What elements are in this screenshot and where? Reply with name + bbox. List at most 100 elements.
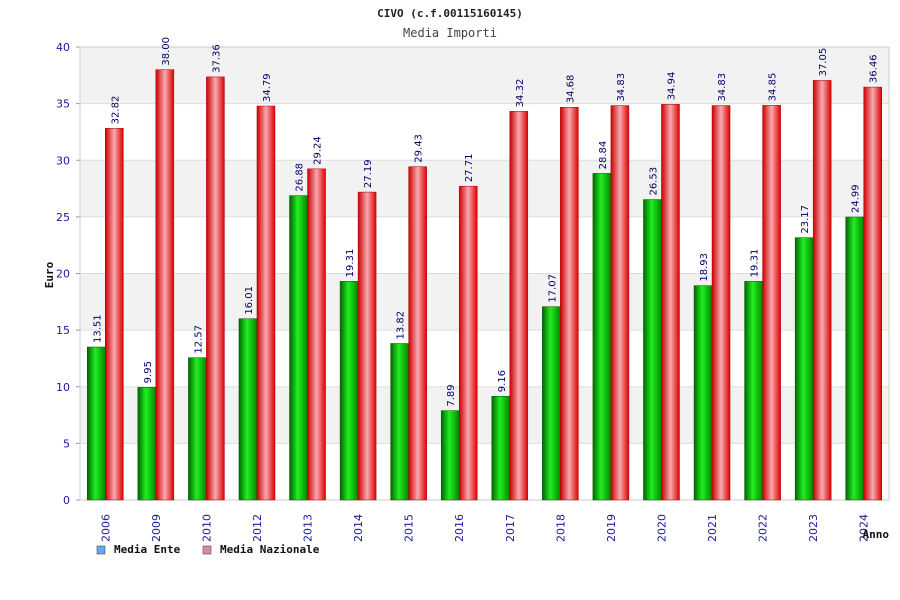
bar-media-ente-2006 <box>87 346 106 501</box>
data-label-media-ente-2023: 23.17 <box>800 205 811 234</box>
x-tick-label-2021: 2021 <box>706 514 719 542</box>
data-label-media-nazionale-2012: 34.79 <box>262 73 273 102</box>
bar-media-ente-2021 <box>693 285 713 501</box>
bar-media-nazionale-2021 <box>711 105 731 501</box>
bar-media-ente-2017 <box>491 396 511 501</box>
bar-media-ente-2020 <box>643 199 662 501</box>
bar-media-ente-2010 <box>188 357 207 501</box>
plot-border <box>79 46 890 501</box>
data-label-media-ente-2017: 9.16 <box>497 370 508 392</box>
legend: Media Ente Media Nazionale <box>96 543 320 556</box>
legend-label-media-ente: Media Ente <box>114 543 181 556</box>
data-label-media-ente-2012: 16.01 <box>244 286 255 315</box>
data-label-media-ente-2015: 13.82 <box>396 311 407 340</box>
y-tick-label: 40 <box>56 41 70 54</box>
bar-media-nazionale-2024 <box>863 86 882 501</box>
bar-media-ente-2013 <box>289 195 308 501</box>
data-label-media-ente-2013: 26.88 <box>295 163 306 192</box>
data-label-media-nazionale-2024: 36.46 <box>869 54 880 83</box>
bar-media-nazionale-2014 <box>357 191 377 501</box>
chart-title: CIVO (c.f.00115160145) <box>377 7 523 20</box>
bar-media-nazionale-2017 <box>509 111 529 501</box>
x-tick-label-2010: 2010 <box>200 514 213 542</box>
bar-media-nazionale-2010 <box>206 76 225 501</box>
bar-media-nazionale-2016 <box>458 185 478 501</box>
data-label-media-ente-2009: 9.95 <box>143 361 154 383</box>
bar-media-nazionale-2015 <box>408 166 427 501</box>
chart-subtitle: Media Importi <box>403 26 497 40</box>
data-label-media-ente-2019: 28.84 <box>598 141 609 170</box>
data-label-media-nazionale-2023: 37.05 <box>818 48 829 77</box>
data-label-media-ente-2018: 17.07 <box>547 274 558 303</box>
data-label-media-nazionale-2017: 34.32 <box>515 79 526 108</box>
x-tick-label-2020: 2020 <box>655 514 668 542</box>
bar-media-nazionale-2009 <box>155 69 175 501</box>
bar-media-ente-2016 <box>440 410 460 501</box>
x-tick-label-2019: 2019 <box>605 514 618 542</box>
data-label-media-ente-2014: 19.31 <box>345 249 356 278</box>
bar-media-ente-2015 <box>390 343 409 501</box>
data-label-media-nazionale-2019: 34.83 <box>616 73 627 102</box>
bar-media-ente-2012 <box>238 318 258 501</box>
data-label-media-nazionale-2018: 34.68 <box>565 75 576 104</box>
bar-media-nazionale-2012 <box>256 105 276 501</box>
y-tick-label: 25 <box>56 211 70 224</box>
data-label-media-ente-2022: 19.31 <box>750 249 761 278</box>
bar-media-nazionale-2013 <box>307 168 326 501</box>
data-label-media-nazionale-2015: 29.43 <box>414 134 425 163</box>
x-tick-label-2015: 2015 <box>403 514 416 542</box>
legend-label-media-nazionale: Media Nazionale <box>220 543 320 556</box>
x-tick-label-2014: 2014 <box>352 514 365 542</box>
y-tick-label: 35 <box>56 98 70 111</box>
bar-media-ente-2014 <box>339 281 359 501</box>
data-label-media-nazionale-2009: 38.00 <box>161 37 172 66</box>
bar-media-ente-2023 <box>794 237 814 501</box>
x-tick-label-2012: 2012 <box>251 514 264 542</box>
y-axis-label: Euro <box>43 261 56 288</box>
data-label-media-nazionale-2016: 27.71 <box>464 154 475 183</box>
bar-media-nazionale-2022 <box>762 105 781 501</box>
data-label-media-ente-2010: 12.57 <box>193 325 204 354</box>
x-tick-label-2016: 2016 <box>453 514 466 542</box>
legend-swatch-media-ente <box>96 545 106 555</box>
data-label-media-ente-2006: 13.51 <box>92 314 103 343</box>
plot-area: 0 5 10 15 20 25 30 35 40 13.51 32.82 2006 9.95 38.00 2… <box>56 37 890 542</box>
data-label-media-nazionale-2021: 34.83 <box>717 73 728 102</box>
data-label-media-ente-2021: 18.93 <box>699 253 710 282</box>
bar-media-ente-2022 <box>744 281 763 501</box>
bar-media-nazionale-2018 <box>560 106 579 501</box>
data-label-media-nazionale-2014: 27.19 <box>363 159 374 188</box>
legend-swatch-media-nazionale <box>202 545 212 555</box>
x-tick-label-2023: 2023 <box>807 514 820 542</box>
x-tick-label-2024: 2024 <box>858 514 871 542</box>
bar-media-ente-2019 <box>592 173 612 501</box>
data-label-media-ente-2020: 26.53 <box>648 167 659 196</box>
data-label-media-nazionale-2013: 29.24 <box>313 136 324 165</box>
x-tick-label-2022: 2022 <box>757 514 770 542</box>
y-tick-label: 15 <box>56 324 70 337</box>
y-tick-label: 5 <box>63 437 70 450</box>
data-label-media-nazionale-2010: 37.36 <box>211 44 222 73</box>
data-label-media-nazionale-2022: 34.85 <box>768 73 779 102</box>
bar-media-nazionale-2020 <box>661 104 680 501</box>
bar-media-nazionale-2006 <box>105 128 124 501</box>
x-tick-label-2009: 2009 <box>150 514 163 542</box>
x-tick-label-2006: 2006 <box>99 514 112 542</box>
x-tick-label-2013: 2013 <box>302 514 315 542</box>
x-axis-label: Anno <box>863 528 890 541</box>
bar-media-ente-2018 <box>542 306 561 501</box>
data-label-media-ente-2024: 24.99 <box>851 184 862 213</box>
y-tick-label: 20 <box>56 268 70 281</box>
x-tick-label-2018: 2018 <box>554 514 567 542</box>
y-tick-label: 30 <box>56 154 70 167</box>
bar-media-nazionale-2019 <box>610 105 630 501</box>
x-tick-label-2017: 2017 <box>504 514 517 542</box>
y-tick-label: 0 <box>63 494 70 507</box>
data-label-media-nazionale-2006: 32.82 <box>110 96 121 125</box>
bar-media-nazionale-2023 <box>812 80 832 501</box>
data-label-media-ente-2016: 7.89 <box>446 384 457 406</box>
y-tick-label: 10 <box>56 381 70 394</box>
bar-media-ente-2009 <box>137 387 157 501</box>
data-label-media-nazionale-2020: 34.94 <box>666 72 677 101</box>
